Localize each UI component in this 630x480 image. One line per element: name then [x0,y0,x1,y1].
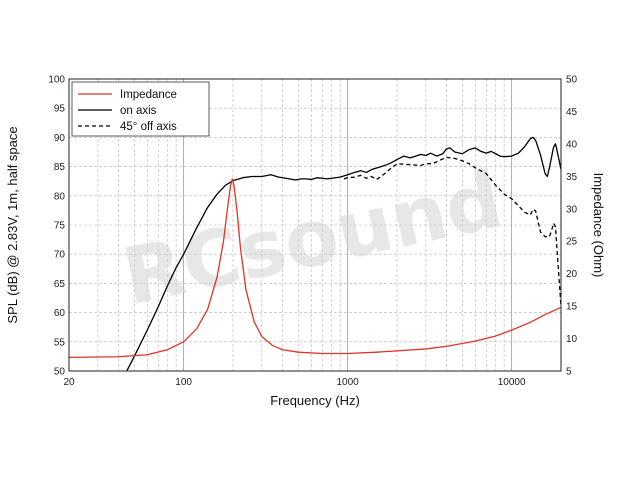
legend-label: 45° off axis [120,121,177,133]
ticks: 20 100 1000 10000 50 55 60 65 70 75 80 85 90 95 100 5 10… [48,75,577,389]
legend-label: on axis [120,105,157,117]
y-right-tick-label: 50 [566,75,578,86]
x-tick-label: 10000 [498,377,526,388]
y-right-tick-label: 5 [566,367,572,378]
series-layer [69,136,561,371]
y-right-tick-label: 30 [566,204,578,215]
legend-label: Impedance [120,89,177,101]
y-left-tick-label: 100 [48,75,65,86]
y-left-tick-label: 70 [54,250,66,261]
y-right-tick-label: 20 [566,269,578,280]
y-right-tick-label: 15 [566,302,578,313]
y-left-tick-label: 95 [54,104,66,115]
plot-frame [68,78,562,372]
series-line-on-axis [126,136,561,371]
x-tick-label: 1000 [337,377,360,388]
series-line-impedance [69,178,561,359]
y-left-tick-label: 60 [54,308,66,319]
series-line-45-off-axis [343,156,561,307]
y-left-tick-label: 75 [54,221,66,232]
y-axis-left-label: SPL (dB) @ 2.83V, 1m, half space [5,126,20,323]
x-tick-label: 20 [63,377,75,388]
x-axis-label: Frequency (Hz) [270,393,360,408]
y-right-tick-label: 10 [566,334,578,345]
y-axis-right-label: Impedance (Ohm) [591,173,606,278]
legend: Impedance on axis 45° off axis [71,81,210,137]
legend-box [71,81,210,137]
y-left-tick-label: 90 [54,133,66,144]
y-left-tick-label: 55 [54,337,66,348]
y-left-tick-label: 65 [54,279,66,290]
y-left-tick-label: 85 [54,162,66,173]
y-right-tick-label: 45 [566,107,578,118]
y-left-tick-label: 80 [54,191,66,202]
y-right-tick-label: 35 [566,172,578,183]
y-right-tick-label: 25 [566,237,578,248]
grid [68,79,562,371]
y-left-tick-label: 50 [54,367,66,378]
y-right-tick-label: 40 [566,139,578,150]
x-tick-label: 100 [175,377,192,388]
